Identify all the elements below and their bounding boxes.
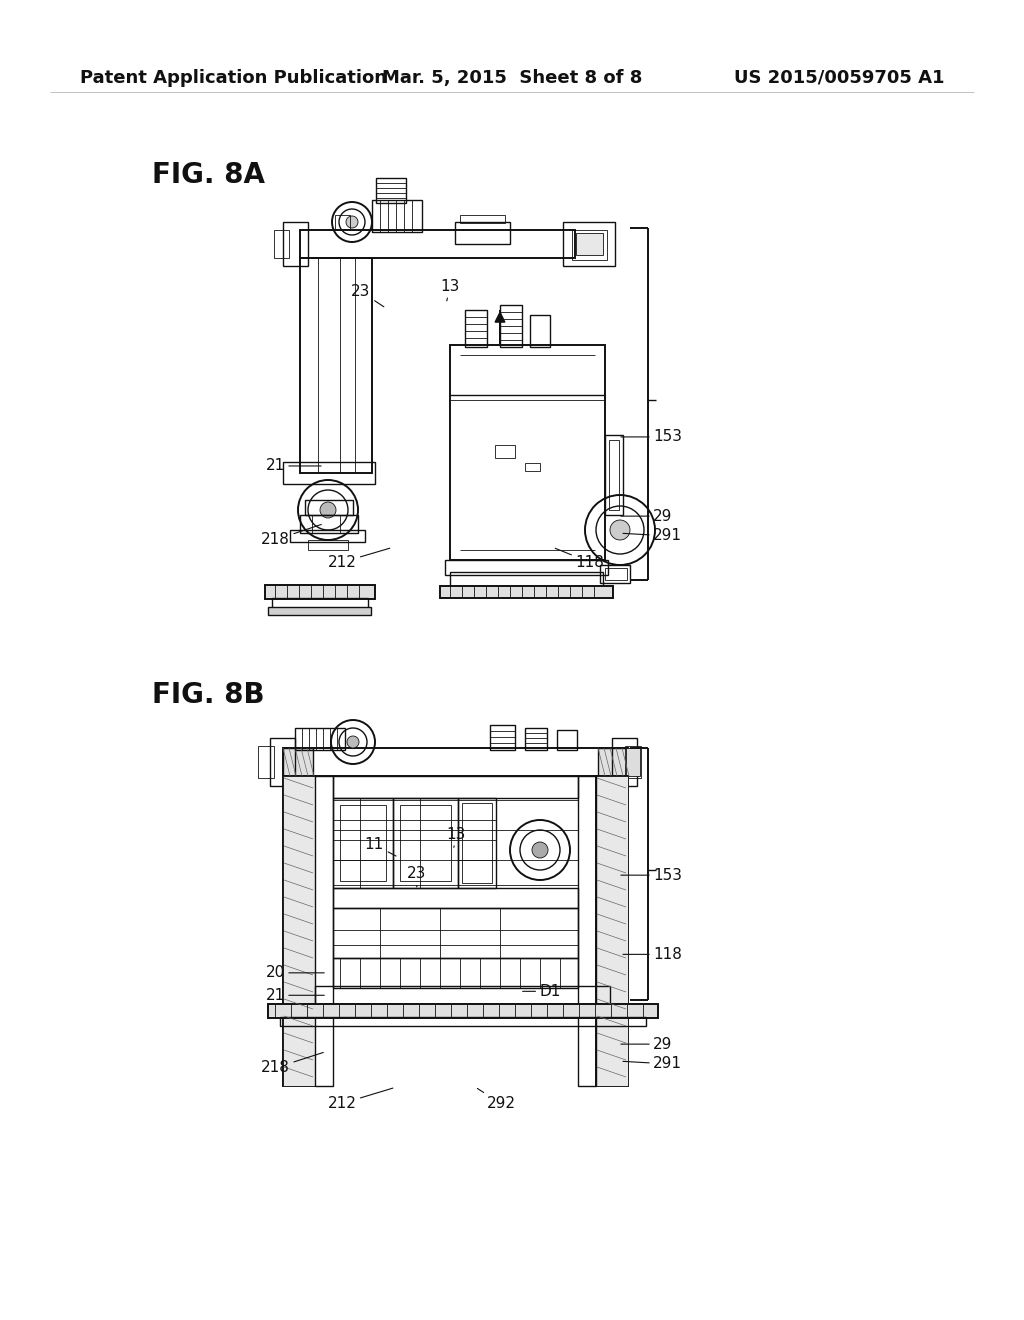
Bar [460,215,505,223]
Text: 29: 29 [621,508,673,524]
Bar [372,201,422,232]
Text: 218: 218 [261,1052,324,1076]
Bar [333,958,578,987]
Text: 21: 21 [265,987,325,1003]
Text: 13: 13 [440,279,460,301]
Bar [455,222,510,244]
Bar [605,436,623,515]
Bar [283,776,315,1086]
Bar [450,572,603,590]
Bar [609,440,618,510]
Text: 153: 153 [621,867,682,883]
Bar [600,565,630,583]
Bar [295,729,345,750]
Text: 212: 212 [328,1088,393,1111]
Text: 292: 292 [477,1089,515,1111]
Text: 23: 23 [408,866,426,887]
Bar [400,805,451,880]
Bar [268,607,371,615]
Text: 29: 29 [621,1036,673,1052]
Bar [283,222,308,267]
Bar [465,310,487,347]
Circle shape [319,502,336,517]
Bar [258,746,274,777]
Bar [490,725,515,750]
Text: 118: 118 [623,946,682,962]
Bar [270,738,295,785]
Text: 11: 11 [365,837,396,857]
Bar [598,748,628,776]
Text: Mar. 5, 2015  Sheet 8 of 8: Mar. 5, 2015 Sheet 8 of 8 [382,69,642,87]
Text: 218: 218 [261,524,322,548]
Bar [283,776,315,1086]
Circle shape [610,520,630,540]
Bar [283,748,628,776]
Bar [268,1005,658,1018]
Bar [308,540,348,550]
Bar [605,568,627,579]
Bar [333,776,578,799]
Bar [572,230,607,260]
Bar [530,315,550,347]
Bar [563,222,615,267]
Bar [265,585,375,599]
Bar [626,748,640,776]
Bar [340,805,386,880]
Bar [315,776,333,1086]
Text: 13: 13 [446,826,466,847]
Bar [333,799,393,888]
Bar [458,799,496,888]
Bar [315,986,610,1005]
Bar [525,463,540,471]
Text: D1: D1 [522,983,561,999]
Bar [495,445,515,458]
Text: 20: 20 [265,965,325,981]
Bar [376,178,406,203]
Circle shape [532,842,548,858]
Bar [440,586,613,598]
Text: FIG. 8A: FIG. 8A [152,161,265,189]
Bar [557,730,577,750]
Bar [283,462,375,484]
Text: 212: 212 [328,548,390,570]
Circle shape [347,737,359,748]
Text: FIG. 8B: FIG. 8B [152,681,264,709]
Bar [575,234,603,255]
Text: 118: 118 [555,548,604,570]
Text: 21: 21 [265,458,322,474]
Bar [300,230,575,257]
Bar [283,748,313,776]
Bar [274,230,289,257]
Bar [596,776,628,1086]
Bar [393,799,458,888]
Bar [450,345,605,560]
Bar [525,729,547,750]
Bar [578,776,596,1086]
Bar [300,515,358,533]
Text: 291: 291 [623,1056,682,1072]
Text: US 2015/0059705 A1: US 2015/0059705 A1 [733,69,944,87]
Text: Patent Application Publication: Patent Application Publication [80,69,387,87]
Circle shape [346,216,358,228]
Bar [300,257,372,473]
Bar [335,215,350,228]
Bar [290,531,365,543]
Bar [612,738,637,785]
Bar [596,776,628,1086]
Bar [500,305,522,347]
Bar [445,560,608,576]
Bar [280,1016,646,1026]
Bar [333,908,578,958]
Text: 23: 23 [351,284,384,306]
Bar [462,803,492,883]
Bar [305,500,353,515]
Bar [333,888,578,908]
Bar [272,598,368,609]
Text: 291: 291 [623,528,682,544]
Bar [625,746,641,777]
Text: 153: 153 [621,429,682,445]
